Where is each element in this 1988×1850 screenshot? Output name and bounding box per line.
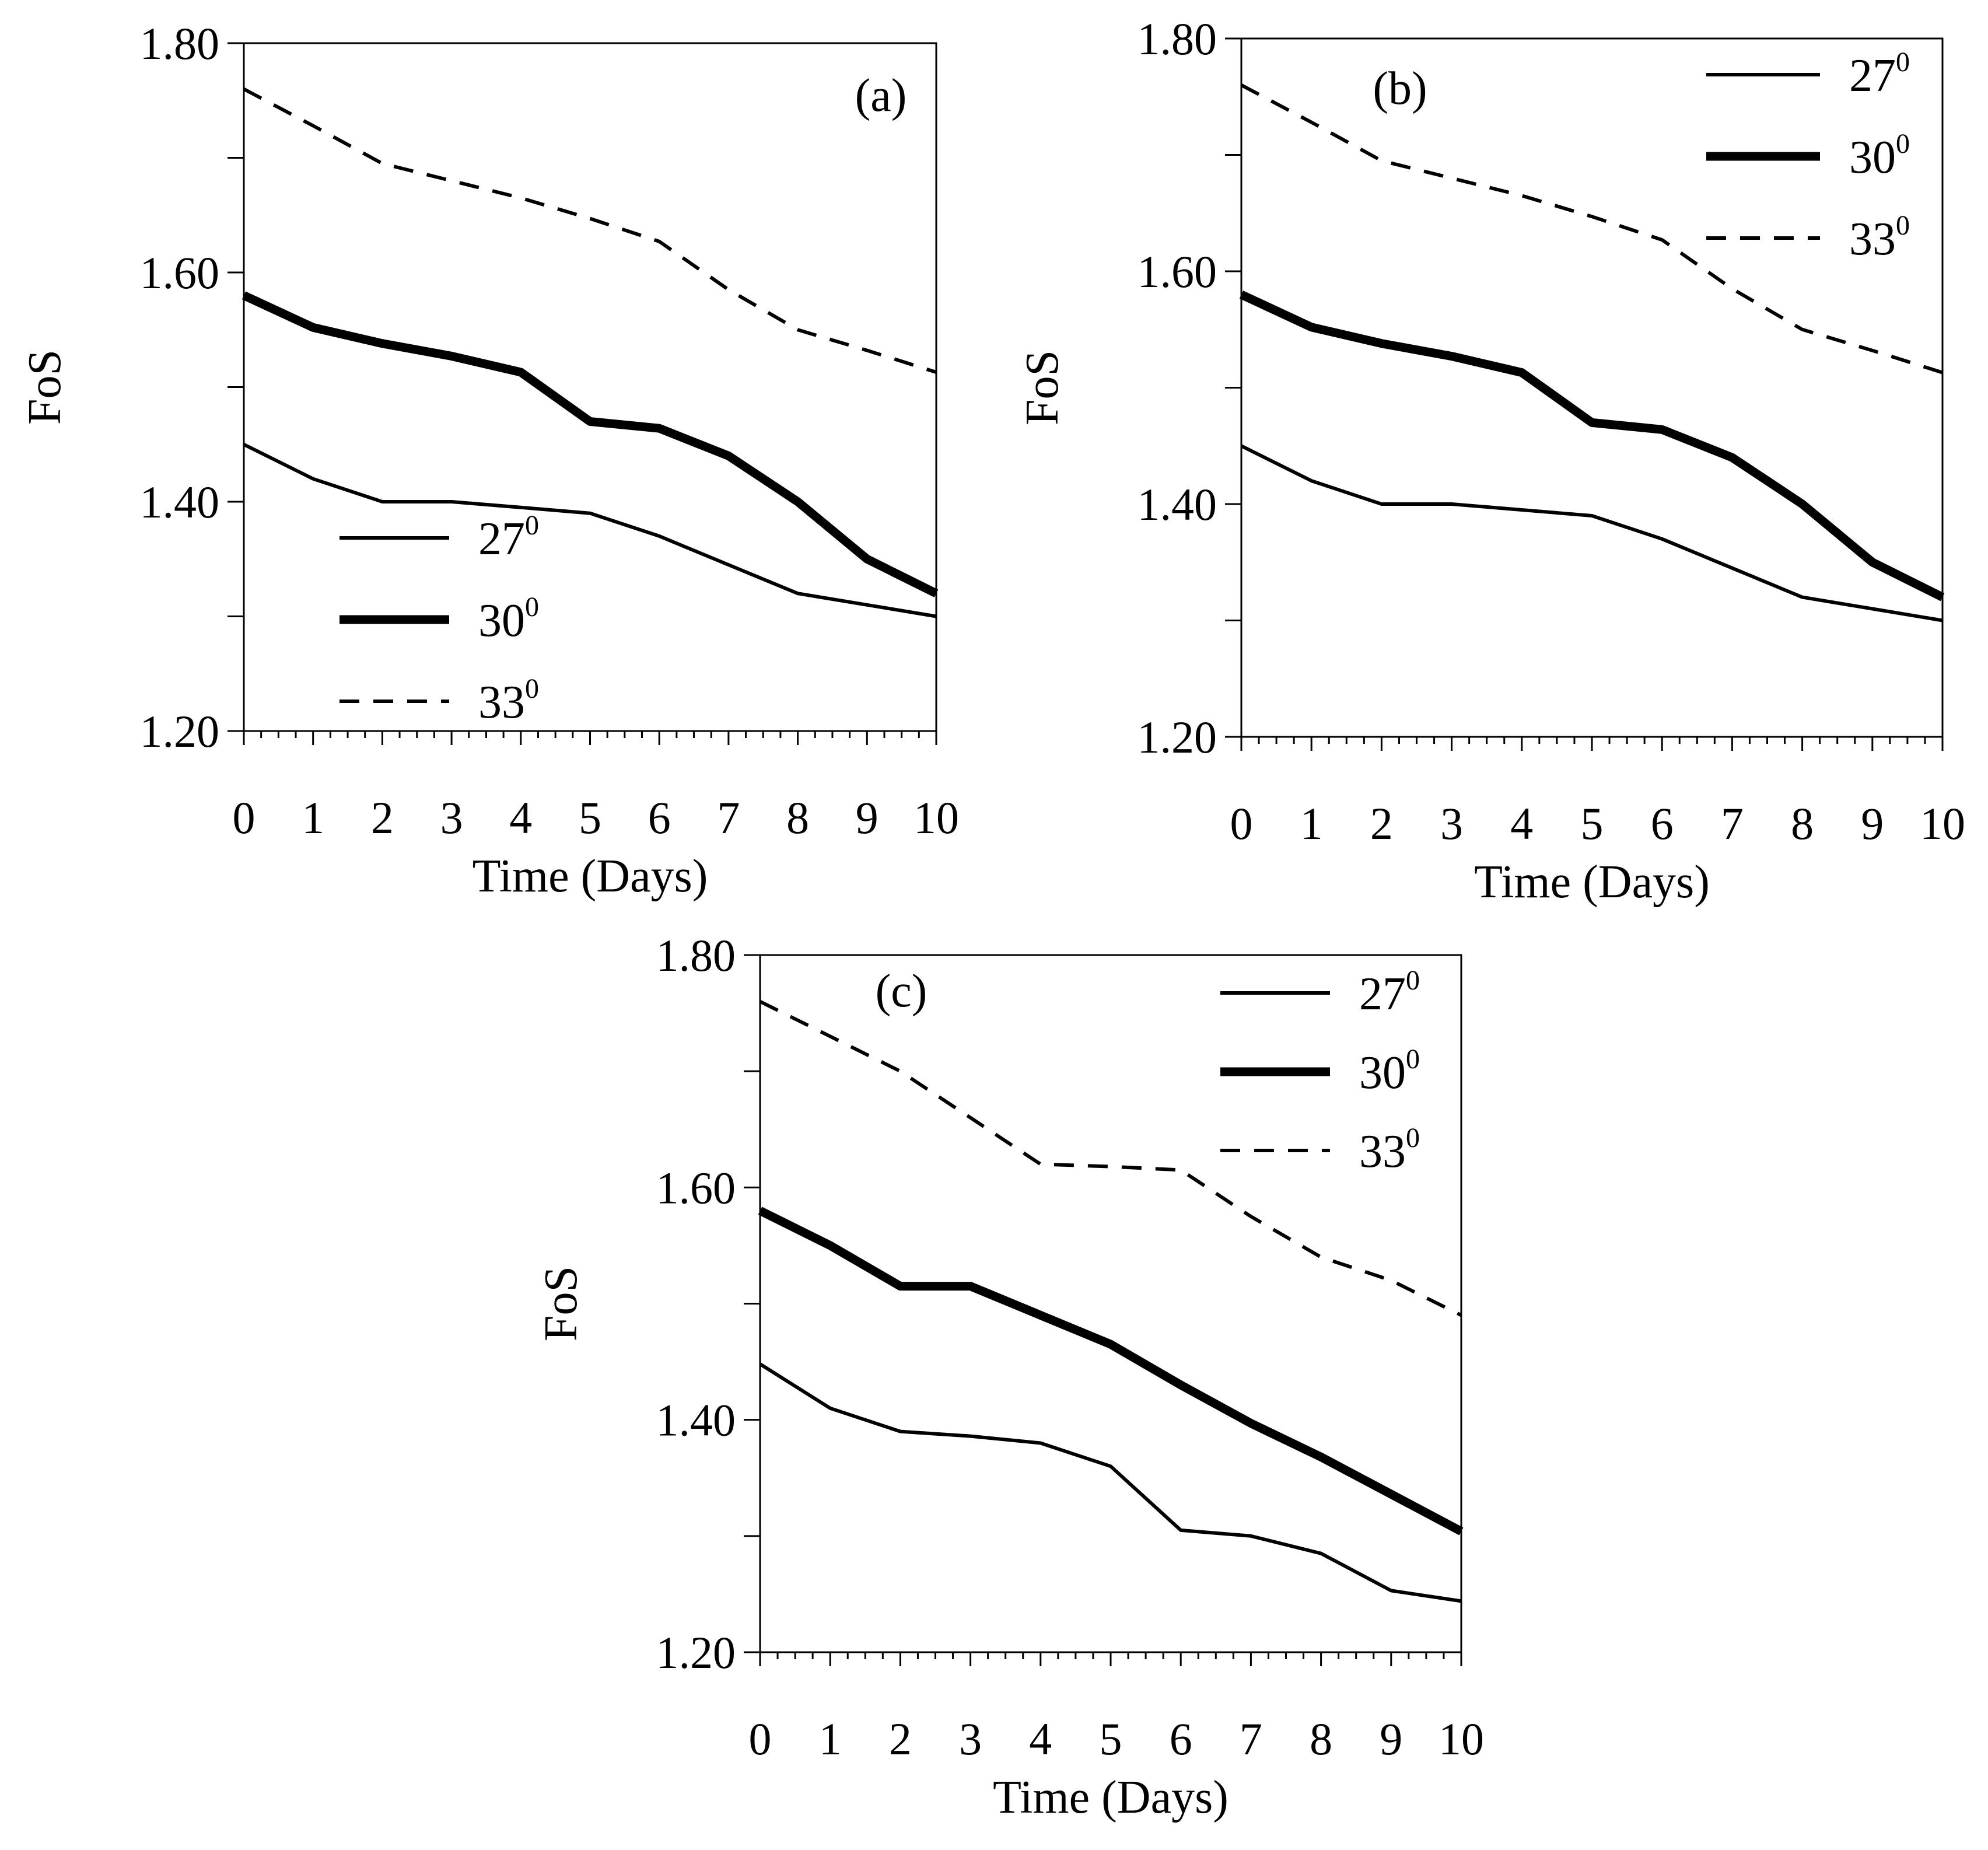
y-tick-label: 1.20 <box>140 706 220 757</box>
x-tick-label: 9 <box>856 792 878 843</box>
x-tick-label: 10 <box>1920 798 1965 849</box>
x-tick-label: 6 <box>1651 798 1674 849</box>
y-tick-label: 1.40 <box>140 477 220 527</box>
y-tick-label: 1.80 <box>656 930 736 981</box>
panel-label: (a) <box>855 70 907 121</box>
y-tick-label: 1.20 <box>656 1627 736 1678</box>
legend-label-30: 300 <box>478 592 539 646</box>
x-tick-label: 8 <box>1310 1713 1332 1764</box>
legend-degree-sup: 0 <box>525 673 539 704</box>
y-axis-title: FoS <box>19 349 71 425</box>
x-tick-label: 3 <box>959 1713 982 1764</box>
legend-degree-sup: 0 <box>1406 1122 1420 1153</box>
x-tick-label: 6 <box>648 792 671 843</box>
series-line-33 <box>243 87 937 374</box>
x-tick-label: 6 <box>1170 1713 1192 1764</box>
legend-degree-sup: 0 <box>525 592 539 623</box>
x-tick-label: 7 <box>717 792 740 843</box>
x-tick-label: 3 <box>440 792 463 843</box>
series-line-30 <box>1239 291 1945 601</box>
x-tick-label: 1 <box>819 1713 842 1764</box>
x-tick-label: 2 <box>371 792 394 843</box>
series-line-27 <box>1240 444 1943 623</box>
series-line-27 <box>759 1362 1462 1603</box>
y-tick-label: 1.40 <box>1138 479 1217 530</box>
legend-degree-sup: 0 <box>525 510 539 541</box>
y-tick-label: 1.60 <box>1138 246 1217 297</box>
x-axis-title: Time (Days) <box>473 851 708 902</box>
legend-degree-sup: 0 <box>1896 128 1910 159</box>
x-tick-label: 7 <box>1721 798 1744 849</box>
y-tick-label: 1.80 <box>140 18 220 69</box>
x-tick-label: 4 <box>1029 1713 1052 1764</box>
x-tick-label: 9 <box>1380 1713 1402 1764</box>
x-tick-label: 5 <box>1581 798 1604 849</box>
panel-label: (b) <box>1373 63 1427 114</box>
x-tick-label: 10 <box>1438 1713 1484 1764</box>
x-tick-label: 4 <box>1510 798 1533 849</box>
x-tick-label: 0 <box>749 1713 772 1764</box>
series-line-27 <box>243 443 937 618</box>
legend-degree-sup: 0 <box>1896 210 1910 241</box>
y-tick-label: 1.20 <box>1138 712 1217 763</box>
legend-degree-sup: 0 <box>1406 1044 1420 1075</box>
series-line-30 <box>758 1206 1464 1536</box>
x-tick-label: 2 <box>1370 798 1393 849</box>
series-line-33 <box>1240 83 1943 375</box>
y-tick-label: 1.60 <box>656 1162 736 1213</box>
x-tick-label: 3 <box>1440 798 1463 849</box>
x-tick-label: 5 <box>579 792 601 843</box>
x-tick-label: 0 <box>233 792 256 843</box>
x-tick-label: 4 <box>509 792 532 843</box>
x-tick-label: 8 <box>1791 798 1814 849</box>
y-tick-label: 1.60 <box>140 247 220 298</box>
x-axis-title: Time (Days) <box>1474 856 1710 908</box>
series-line-30 <box>242 291 939 597</box>
x-tick-label: 2 <box>889 1713 912 1764</box>
x-tick-label: 8 <box>786 792 809 843</box>
x-tick-label: 1 <box>302 792 324 843</box>
y-tick-label: 1.40 <box>656 1395 736 1446</box>
y-axis-title: FoS <box>1017 350 1068 425</box>
legend-degree-sup: 0 <box>1406 965 1420 996</box>
x-axis-title: Time (Days) <box>993 1772 1228 1823</box>
x-tick-label: 5 <box>1100 1713 1122 1764</box>
series-line-33 <box>759 1000 1462 1317</box>
y-axis-title: FoS <box>536 1266 587 1341</box>
x-tick-label: 10 <box>914 792 959 843</box>
x-tick-label: 0 <box>1230 798 1253 849</box>
x-tick-label: 7 <box>1240 1713 1262 1764</box>
legend-degree-sup: 0 <box>1896 47 1910 78</box>
x-tick-label: 1 <box>1300 798 1323 849</box>
panel-label: (c) <box>876 966 928 1017</box>
x-tick-label: 9 <box>1861 798 1884 849</box>
y-tick-label: 1.80 <box>1138 13 1217 64</box>
